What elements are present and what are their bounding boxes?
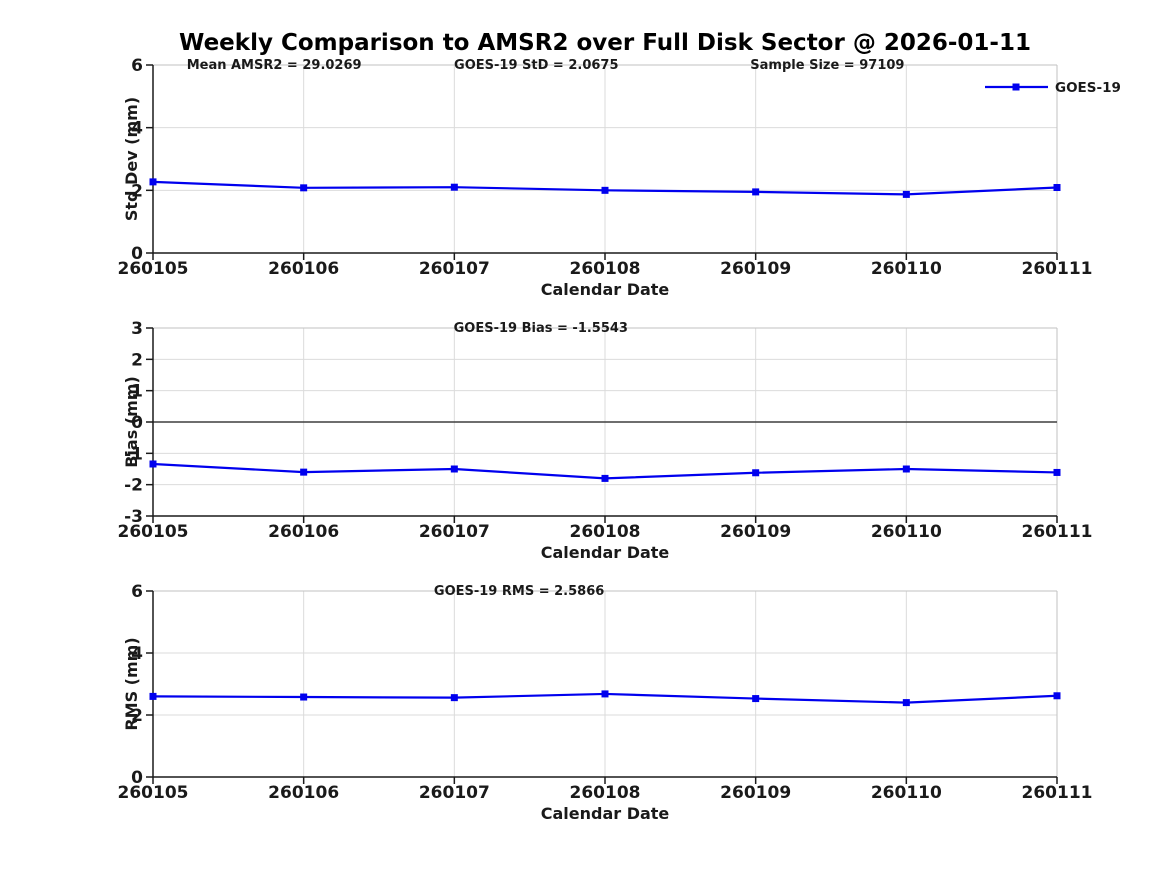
x-tick-label: 260109 bbox=[720, 783, 791, 803]
y-tick-label: 6 bbox=[131, 56, 143, 76]
y-tick-label: 6 bbox=[131, 582, 143, 602]
data-point-marker bbox=[601, 186, 609, 194]
annotation-text: Sample Size = 97109 bbox=[750, 58, 904, 73]
y-axis-label: Bias (mm) bbox=[122, 376, 141, 468]
y-tick-label: 0 bbox=[131, 413, 143, 433]
x-tick-label: 260107 bbox=[419, 259, 490, 279]
data-point-marker bbox=[300, 468, 308, 476]
x-tick-label: 260107 bbox=[419, 522, 490, 542]
x-tick-label: 260109 bbox=[720, 522, 791, 542]
data-point-marker bbox=[902, 190, 910, 198]
data-point-marker bbox=[752, 695, 760, 703]
y-tick-label: 3 bbox=[131, 319, 143, 339]
y-tick-label: 0 bbox=[131, 244, 143, 264]
legend-label: GOES-19 bbox=[1055, 80, 1121, 96]
x-tick-label: 260110 bbox=[871, 783, 942, 803]
x-axis-label: Calendar Date bbox=[541, 804, 670, 823]
y-tick-label: 2 bbox=[131, 706, 143, 726]
data-point-marker bbox=[300, 693, 308, 701]
data-point-marker bbox=[752, 469, 760, 477]
x-tick-label: 260111 bbox=[1022, 259, 1093, 279]
x-tick-label: 260106 bbox=[268, 259, 339, 279]
data-point-marker bbox=[149, 178, 157, 186]
x-tick-label: 260110 bbox=[871, 259, 942, 279]
y-tick-label: 2 bbox=[131, 181, 143, 201]
annotation-text: GOES-19 RMS = 2.5866 bbox=[434, 584, 604, 599]
x-axis-label: Calendar Date bbox=[541, 543, 670, 562]
data-point-marker bbox=[902, 699, 910, 707]
annotation-text: GOES-19 Bias = -1.5543 bbox=[454, 321, 628, 336]
y-axis-label: Std Dev (mm) bbox=[122, 97, 141, 221]
annotation-text: GOES-19 StD = 2.0675 bbox=[454, 58, 618, 73]
y-tick-label: 0 bbox=[131, 768, 143, 788]
x-tick-label: 260107 bbox=[419, 783, 490, 803]
y-axis-label: RMS (mm) bbox=[122, 637, 141, 730]
data-point-marker bbox=[601, 690, 609, 698]
data-point-marker bbox=[601, 474, 609, 482]
data-point-marker bbox=[149, 692, 157, 700]
legend-marker bbox=[1012, 83, 1020, 91]
y-tick-label: 4 bbox=[131, 119, 143, 139]
y-tick-label: 4 bbox=[131, 644, 143, 664]
y-tick-label: 1 bbox=[131, 382, 143, 402]
data-point-marker bbox=[1053, 692, 1061, 700]
x-tick-label: 260108 bbox=[570, 259, 641, 279]
x-tick-label: 260105 bbox=[118, 522, 189, 542]
x-axis-label: Calendar Date bbox=[541, 280, 670, 299]
data-point-marker bbox=[1053, 468, 1061, 476]
data-point-marker bbox=[450, 183, 458, 191]
x-tick-label: 260106 bbox=[268, 783, 339, 803]
y-tick-label: -2 bbox=[124, 476, 143, 496]
data-point-marker bbox=[1053, 184, 1061, 192]
data-point-marker bbox=[450, 694, 458, 702]
x-tick-label: 260105 bbox=[118, 259, 189, 279]
y-tick-label: -1 bbox=[124, 444, 143, 464]
x-tick-label: 260111 bbox=[1022, 522, 1093, 542]
figure-title: Weekly Comparison to AMSR2 over Full Dis… bbox=[179, 30, 1031, 56]
annotation-text: Mean AMSR2 = 29.0269 bbox=[187, 58, 362, 73]
data-point-marker bbox=[752, 188, 760, 196]
x-tick-label: 260106 bbox=[268, 522, 339, 542]
x-tick-label: 260105 bbox=[118, 783, 189, 803]
y-tick-label: -3 bbox=[124, 507, 143, 527]
data-point-marker bbox=[450, 465, 458, 473]
x-tick-label: 260110 bbox=[871, 522, 942, 542]
x-tick-label: 260108 bbox=[570, 783, 641, 803]
data-point-marker bbox=[149, 460, 157, 468]
x-tick-label: 260111 bbox=[1022, 783, 1093, 803]
data-point-marker bbox=[300, 184, 308, 192]
x-tick-label: 260109 bbox=[720, 259, 791, 279]
y-tick-label: 2 bbox=[131, 350, 143, 370]
x-tick-label: 260108 bbox=[570, 522, 641, 542]
data-point-marker bbox=[902, 465, 910, 473]
